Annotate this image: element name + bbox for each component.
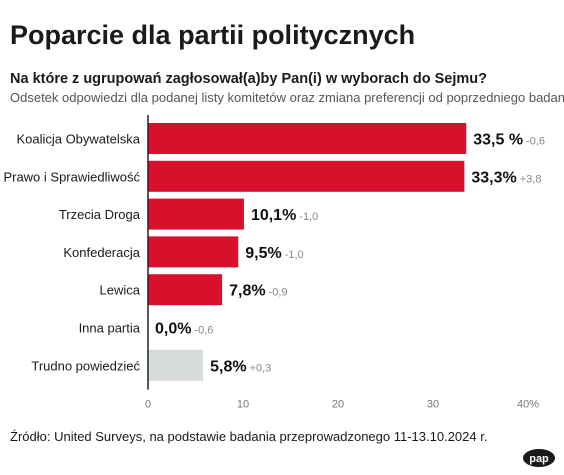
chart-subtitle: Odsetek odpowiedzi dla podanej listy kom… bbox=[10, 90, 564, 105]
x-tick-label: 40% bbox=[517, 399, 539, 411]
value-label: 7,8% bbox=[229, 283, 265, 300]
value-label: 33,5 % bbox=[473, 132, 523, 149]
bar-6 bbox=[148, 349, 204, 381]
category-label: Trudno powiedzieć bbox=[31, 358, 140, 373]
category-label: Inna partia bbox=[79, 321, 141, 336]
value-label: 0,0% bbox=[155, 321, 191, 338]
pap-logo-icon: pap bbox=[523, 449, 555, 467]
bar-4 bbox=[148, 274, 223, 306]
change-label: +3,8 bbox=[520, 173, 542, 185]
x-tick-label: 30 bbox=[427, 399, 439, 411]
source-note: Źródło: United Surveys, na podstawie bad… bbox=[10, 429, 488, 444]
change-label: -1,0 bbox=[299, 211, 318, 223]
bar-0 bbox=[148, 123, 467, 154]
change-label: -0,9 bbox=[269, 287, 288, 299]
value-label: 33,3% bbox=[471, 169, 516, 186]
x-tick-label: 0 bbox=[145, 399, 151, 411]
x-tick-label: 20 bbox=[332, 399, 344, 411]
category-label: Konfederacja bbox=[63, 245, 140, 260]
category-label: Lewica bbox=[100, 283, 141, 298]
category-label: Trzecia Droga bbox=[59, 207, 141, 222]
x-tick-label: 10 bbox=[237, 399, 249, 411]
bar-3 bbox=[148, 236, 239, 268]
change-label: -0,6 bbox=[526, 136, 545, 148]
category-label: Koalicja Obywatelska bbox=[16, 132, 140, 147]
bar-1 bbox=[148, 160, 465, 192]
change-label: -0,6 bbox=[194, 325, 213, 337]
value-label: 9,5% bbox=[245, 245, 281, 262]
logo-text: pap bbox=[529, 453, 549, 465]
category-label: Prawo i Sprawiedliwość bbox=[3, 169, 140, 184]
value-label: 10,1% bbox=[251, 207, 296, 224]
value-label: 5,8% bbox=[210, 358, 246, 375]
bar-2 bbox=[148, 198, 244, 230]
survey-question: Na które z ugrupowań zagłosował(a)by Pan… bbox=[10, 71, 487, 87]
change-label: -1,0 bbox=[285, 249, 304, 261]
page-title: Poparcie dla partii politycznych bbox=[10, 20, 416, 50]
change-label: +0,3 bbox=[250, 362, 272, 374]
